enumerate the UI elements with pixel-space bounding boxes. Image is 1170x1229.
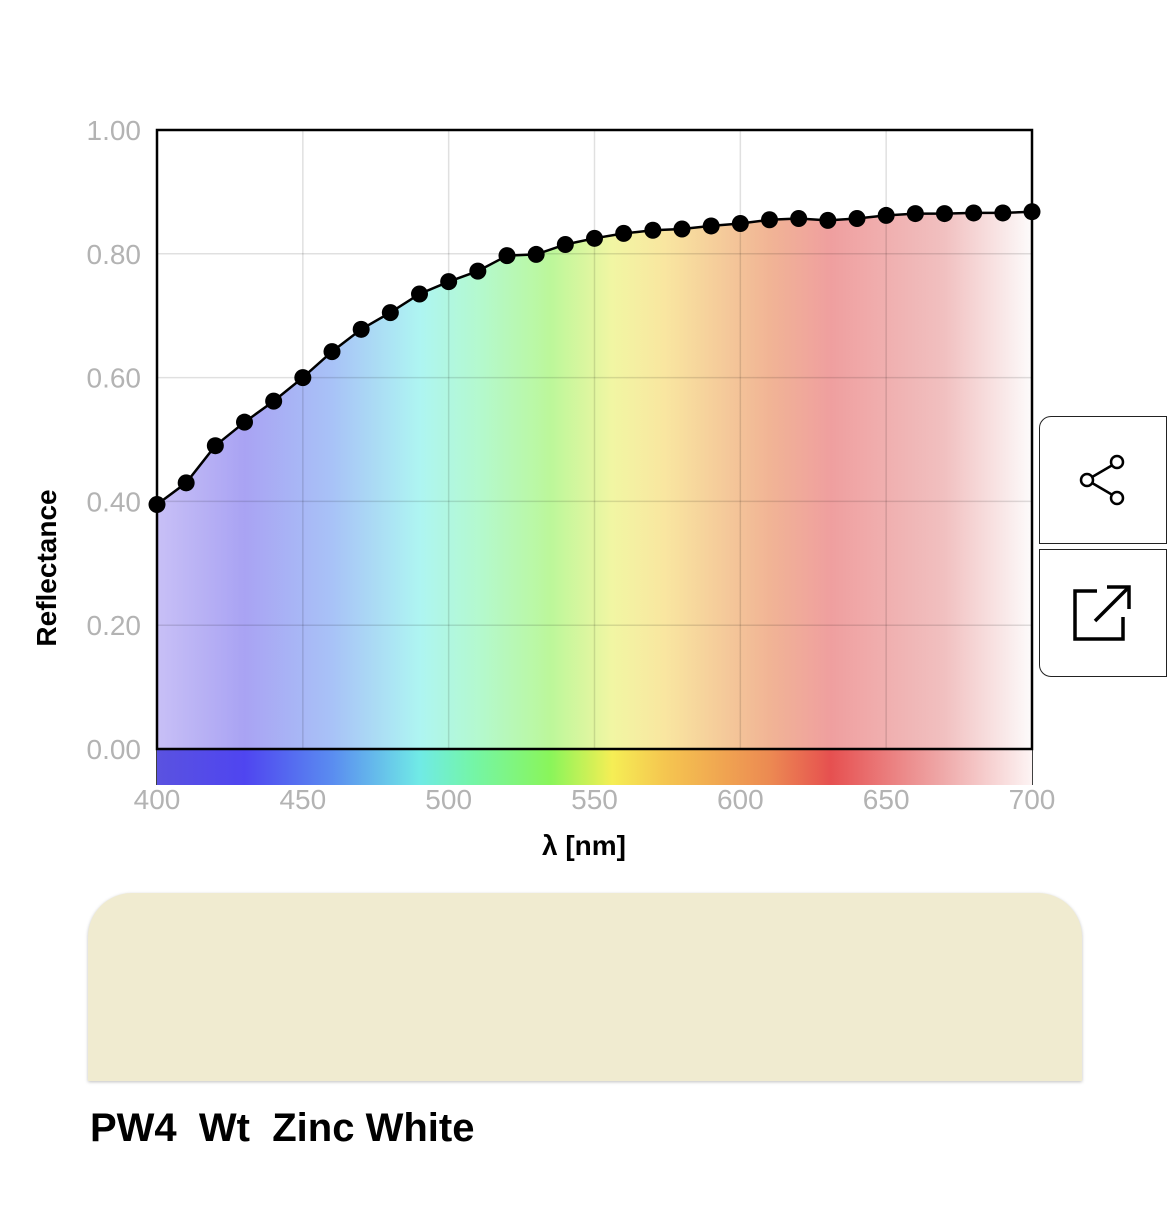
open-external-button[interactable] (1039, 549, 1167, 677)
y-tick-label: 0.60 (87, 363, 142, 394)
data-point (761, 211, 778, 229)
y-tick-label: 0.40 (87, 486, 142, 517)
data-point (265, 392, 283, 410)
data-point (790, 210, 808, 228)
y-axis-title: Reflectance (31, 489, 62, 646)
y-tick-label: 0.20 (87, 610, 142, 641)
x-tick-label: 400 (134, 784, 181, 815)
data-point (877, 206, 895, 224)
x-tick-label: 550 (571, 784, 618, 815)
data-point (994, 204, 1012, 222)
data-point (556, 236, 574, 254)
data-point (294, 369, 312, 387)
data-point (206, 437, 224, 455)
pigment-type: Wt (198, 1106, 250, 1150)
data-point (1023, 203, 1041, 221)
x-tick-label: 600 (717, 784, 764, 815)
spectrum-bar (157, 749, 1032, 785)
x-tick-label: 500 (425, 784, 472, 815)
y-tick-label: 0.80 (87, 239, 142, 270)
open-external-icon (1073, 585, 1131, 641)
x-tick-label: 450 (279, 784, 326, 815)
data-point (731, 214, 749, 232)
data-point (965, 204, 983, 222)
data-point (936, 205, 953, 223)
reflectance-chart: 0.00 0.20 0.40 0.60 0.80 1.00 400 450 500 550 600… (31, 115, 1056, 861)
data-point (177, 474, 195, 492)
y-tick-label: 1.00 (87, 115, 142, 146)
data-point (819, 211, 837, 229)
share-button[interactable] (1039, 416, 1167, 544)
data-point (527, 245, 545, 263)
data-point (148, 495, 166, 513)
side-action-buttons (1039, 416, 1170, 679)
data-point (498, 247, 516, 265)
x-tick-label: 650 (863, 784, 910, 815)
data-point (323, 343, 341, 361)
y-tick-label: 0.00 (87, 734, 142, 765)
data-point (440, 273, 458, 291)
data-point (469, 262, 487, 280)
data-point (352, 320, 370, 338)
data-point (411, 285, 428, 303)
pigment-name: Zinc White (272, 1106, 475, 1150)
plot-frame (155, 128, 1034, 751)
data-point (673, 220, 691, 238)
data-point (586, 229, 603, 247)
pigment-title: PW4 Wt Zinc White (90, 1100, 474, 1156)
data-point (906, 205, 924, 223)
x-tick-labels: 400 450 500 550 600 650 700 (134, 784, 1056, 815)
data-point (848, 210, 866, 228)
data-point (381, 304, 399, 322)
pigment-code: PW4 (90, 1106, 177, 1150)
data-point (615, 224, 633, 242)
share-icon (1079, 454, 1125, 506)
x-axis-title: λ [nm] (542, 830, 626, 861)
data-point (644, 221, 662, 239)
data-point (702, 217, 720, 235)
reflectance-points (148, 203, 1041, 513)
x-tick-label: 700 (1009, 784, 1056, 815)
data-point (236, 413, 253, 431)
y-tick-labels: 0.00 0.20 0.40 0.60 0.80 1.00 (87, 115, 142, 765)
color-swatch (88, 893, 1082, 1081)
